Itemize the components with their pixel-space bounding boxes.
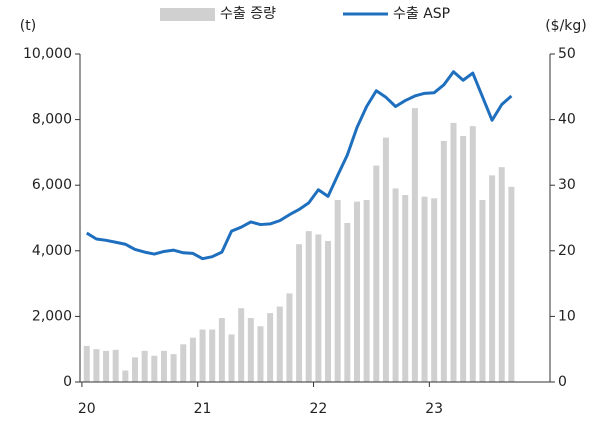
bar [160,350,167,382]
bar [103,350,110,382]
bar [247,318,254,382]
bar [479,199,486,382]
bar [469,126,476,382]
bar [228,334,235,382]
bar [93,349,100,382]
bar [151,355,158,382]
bar [489,175,496,382]
bar [199,329,206,382]
bar [402,195,409,382]
legend-label: 수출 증량 [220,6,276,22]
bar [141,350,148,382]
bar [122,370,129,382]
bar [325,240,332,382]
y2-tick-label: 50 [558,46,576,62]
x-tick-label: 20 [78,401,96,417]
bar [189,337,196,382]
y2-tick-label: 20 [558,243,576,259]
bar [421,196,428,382]
bar [334,199,341,382]
bar [112,349,119,382]
bar [460,136,467,382]
y2-tick-label: 40 [558,112,576,128]
bar [267,313,274,382]
x-tick-label: 22 [309,401,327,417]
bar [238,308,245,382]
bar [450,122,457,382]
bar [257,326,264,382]
bar [305,231,312,382]
line [85,70,513,261]
y-tick-label: 4,000 [32,243,72,259]
y-axis-label: (t) [20,18,36,34]
y-tick-label: 0 [63,374,72,390]
y2-axis-label: ($/kg) [545,18,587,34]
x-tick-label: 21 [194,401,212,417]
y2-tick-label: 30 [558,177,576,193]
bar [498,167,505,382]
x-tick-label: 23 [425,401,443,417]
bar [344,222,351,382]
bar [296,244,303,382]
bar [508,186,515,382]
y-tick-label: 6,000 [32,177,72,193]
bar [315,234,322,382]
bar [411,108,418,383]
y-tick-label: 8,000 [32,112,72,128]
bar [440,140,447,382]
bar [276,306,283,382]
y-tick-label: 2,000 [32,308,72,324]
bar [209,329,216,382]
bar [353,201,360,382]
bar [218,318,225,382]
y-tick-label: 10,000 [23,46,72,62]
bar [286,293,293,382]
y2-tick-label: 10 [558,308,576,324]
legend-swatch [160,8,215,21]
bar [83,345,90,382]
bar [170,354,177,382]
bar [132,357,139,382]
bar [180,344,187,382]
bar [382,137,389,382]
bar [431,198,438,382]
bar [392,188,399,382]
y2-tick-label: 0 [558,374,567,390]
legend-label: 수출 ASP [393,6,450,22]
bar [363,199,370,382]
bar [373,165,380,382]
